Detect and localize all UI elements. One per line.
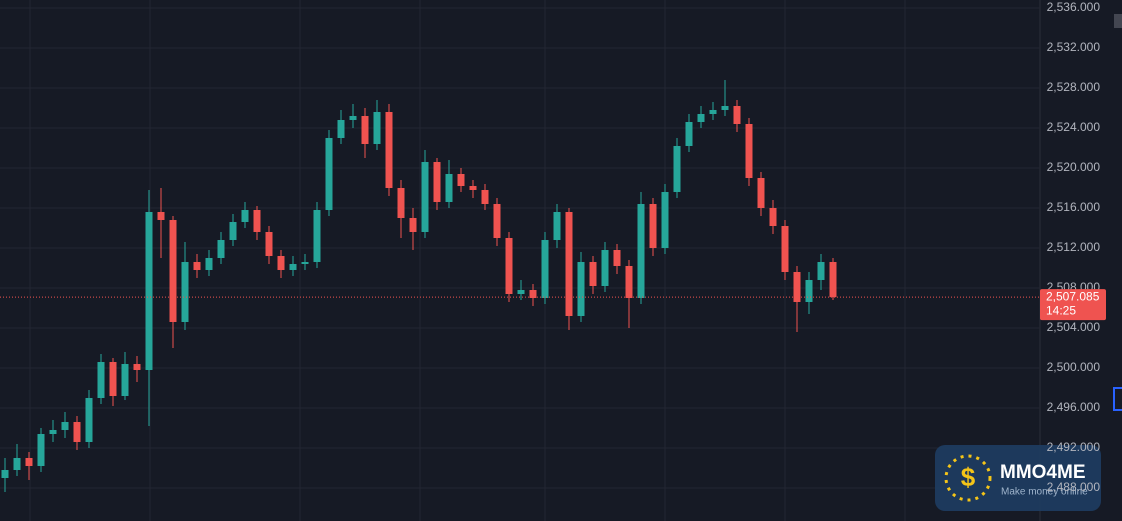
candle-body	[301, 262, 309, 264]
watermark-box	[935, 445, 1101, 511]
watermark: $ MMO4ME Make money online	[935, 445, 1101, 511]
candle-body	[241, 210, 249, 222]
watermark-subtitle: Make money online	[1001, 487, 1088, 498]
y-tick-label: 2,516.000	[1047, 200, 1101, 214]
candle-body	[229, 222, 237, 240]
candle-body	[673, 146, 681, 192]
logo-dollar: $	[961, 462, 976, 492]
candle-body	[193, 262, 201, 270]
candle-body	[373, 112, 381, 144]
y-tick-label: 2,528.000	[1047, 80, 1101, 94]
candle-body	[133, 364, 141, 370]
candle-body	[493, 204, 501, 238]
candle-body	[565, 212, 573, 316]
y-tick-label: 2,492.000	[1047, 440, 1101, 454]
candle-body	[709, 110, 717, 114]
y-tick-label: 2,504.000	[1047, 320, 1101, 334]
candle-body	[73, 422, 81, 442]
candle-body	[805, 280, 813, 302]
y-tick-label: 2,532.000	[1047, 40, 1101, 54]
plot	[0, 7, 1040, 492]
candle-body	[361, 116, 369, 144]
candle-body	[817, 262, 825, 280]
scroll-handle[interactable]	[1114, 14, 1122, 28]
candle-body	[181, 262, 189, 322]
candle-body	[505, 238, 513, 294]
candle-body	[289, 264, 297, 270]
y-tick-label: 2,520.000	[1047, 160, 1101, 174]
candle-body	[721, 106, 729, 110]
y-tick-label: 2,496.000	[1047, 400, 1101, 414]
candle-body	[649, 204, 657, 248]
candle-body	[109, 362, 117, 396]
y-tick-label: 2,488.000	[1047, 480, 1101, 494]
candle-body	[553, 212, 561, 240]
logo-ring	[944, 454, 992, 502]
candle-body	[1, 470, 9, 478]
candle-body	[397, 188, 405, 218]
candle-body	[697, 114, 705, 122]
candle-body	[337, 120, 345, 138]
candle-body	[469, 186, 477, 190]
candle-body	[421, 162, 429, 232]
watermark-title: MMO4ME	[1000, 462, 1086, 483]
candle-body	[97, 362, 105, 398]
candle-body	[481, 190, 489, 204]
price-label: 2,507.085	[1046, 289, 1100, 303]
y-tick-label: 2,512.000	[1047, 240, 1101, 254]
candle-body	[85, 398, 93, 442]
candle-body	[169, 220, 177, 322]
candle-body	[757, 178, 765, 208]
candle-body	[277, 256, 285, 270]
candle-body	[685, 122, 693, 146]
candle-body	[61, 422, 69, 430]
candle-body	[121, 364, 129, 396]
candle-body	[433, 162, 441, 202]
y-tick-label: 2,536.000	[1047, 0, 1101, 14]
candle-body	[577, 262, 585, 316]
candle-body	[409, 218, 417, 232]
candle-body	[49, 430, 57, 434]
candle-body	[589, 262, 597, 286]
candle-body	[661, 192, 669, 248]
candle-body	[145, 212, 153, 370]
candle-body	[781, 226, 789, 272]
candle-body	[157, 212, 165, 220]
candle-body	[613, 250, 621, 266]
candle-body	[793, 272, 801, 302]
candle-body	[217, 240, 225, 258]
candle-body	[529, 290, 537, 298]
candle-body	[457, 174, 465, 186]
candle-body	[253, 210, 261, 232]
y-tick-label: 2,524.000	[1047, 120, 1101, 134]
candle-body	[325, 138, 333, 210]
candle-body	[517, 290, 525, 294]
candle-body	[541, 240, 549, 298]
price-label-box	[1040, 289, 1106, 321]
candle-body	[265, 232, 273, 256]
candle-body	[625, 266, 633, 298]
candle-body	[829, 262, 837, 298]
candle-body	[637, 204, 645, 298]
axis-control[interactable]	[1113, 387, 1122, 411]
candle-body	[769, 208, 777, 226]
candle-body	[205, 258, 213, 270]
countdown: 14:25	[1046, 303, 1076, 317]
candle-body	[733, 106, 741, 124]
candle-body	[745, 124, 753, 178]
candle-body	[349, 116, 357, 120]
y-tick-label: 2,500.000	[1047, 360, 1101, 374]
candle-body	[385, 112, 393, 188]
candle-body	[13, 458, 21, 470]
candle-body	[313, 210, 321, 262]
candle-body	[37, 434, 45, 466]
candle-body	[601, 250, 609, 286]
candle-body	[25, 458, 33, 466]
candle-body	[445, 174, 453, 202]
